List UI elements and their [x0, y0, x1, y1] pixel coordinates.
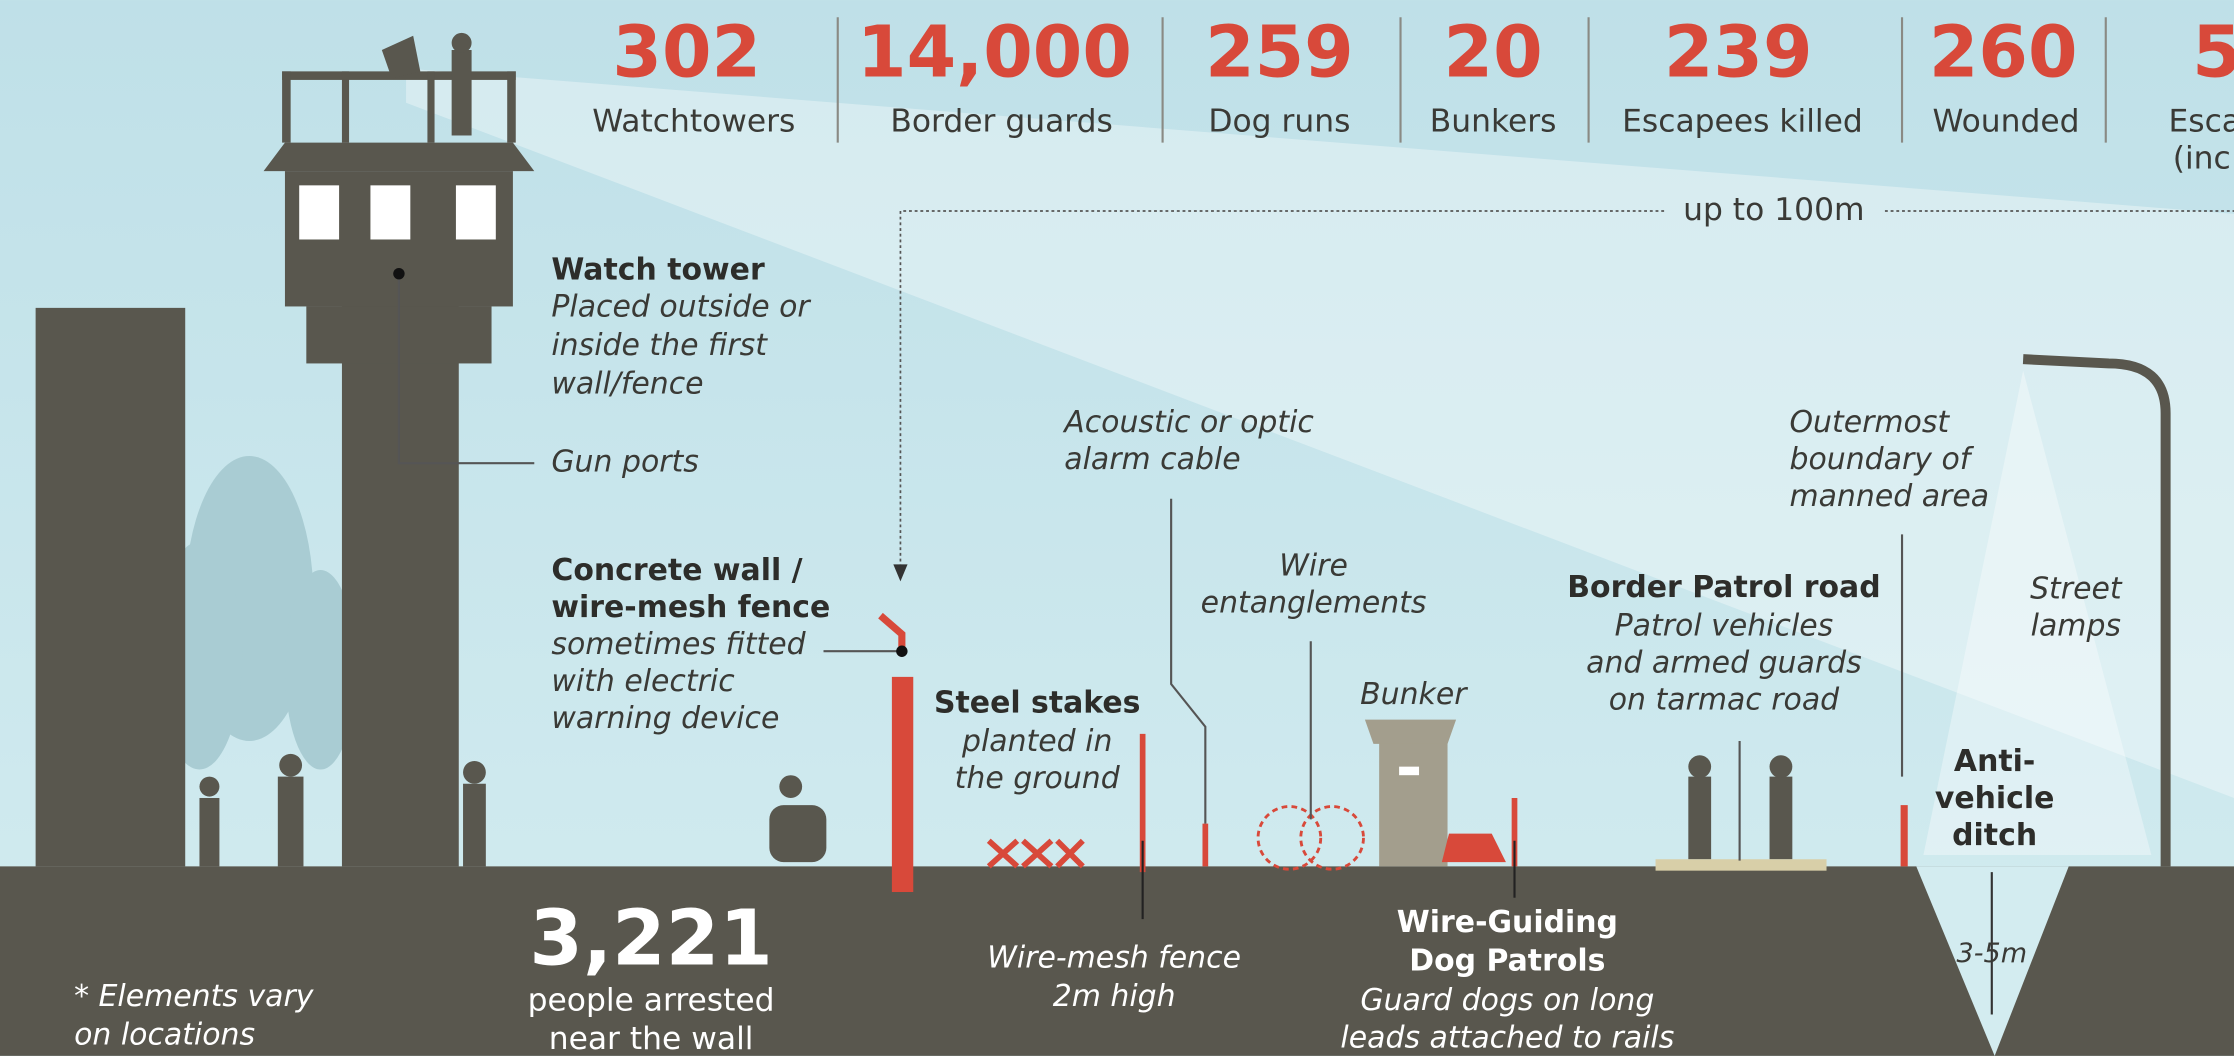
label-text: wall/fence: [551, 366, 703, 401]
infographic: 302 Watchtowers 14,000 Border guards 259…: [0, 0, 2234, 1056]
footnote: on locations: [74, 1017, 255, 1052]
label-text: entanglements: [1201, 586, 1427, 621]
label-text: Patrol vehicles: [1615, 609, 1834, 644]
span-label: up to 100m: [1683, 192, 1864, 228]
tower-windows: [299, 185, 496, 239]
stat-label: Wounded: [1933, 104, 2080, 140]
label-text: near the wall: [549, 1021, 754, 1056]
label-title: Border Patrol road: [1567, 570, 1880, 605]
label-text: Bunker: [1360, 677, 1468, 712]
wall: [892, 677, 913, 892]
label-text: Street: [2030, 571, 2123, 606]
stat-value: 259: [1205, 11, 1354, 94]
label-text: Wire-mesh fence: [987, 940, 1241, 975]
page: {"stats":[ {"value":"302","label":["Watc…: [0, 0, 2234, 1056]
label-text: and armed guards: [1586, 646, 1862, 681]
stat-label: Border guards: [890, 104, 1112, 140]
label-title: Dog Patrols: [1409, 943, 1605, 978]
stat-label: Escapees killed: [1622, 104, 1863, 140]
stat-value: 260: [1929, 11, 2078, 94]
label-text: lamps: [2031, 609, 2121, 644]
label-title: Watch tower: [551, 252, 765, 287]
stat-label: Escap: [2168, 104, 2234, 140]
label-text: people arrested: [528, 983, 775, 1019]
patrol-road: [1656, 859, 1827, 870]
footnote: * Elements vary: [74, 979, 315, 1014]
label-text: 2m high: [1053, 979, 1176, 1014]
label-title: Concrete wall /: [551, 553, 802, 588]
stat-label: Bunkers: [1430, 104, 1557, 140]
label-text: inside the first: [551, 328, 768, 363]
label-text: warning device: [551, 701, 779, 736]
label-text: Wire: [1279, 549, 1348, 584]
label-title: Wire-Guiding: [1397, 905, 1618, 940]
leader-dot: [393, 268, 404, 279]
label-text: alarm cable: [1064, 442, 1240, 477]
label-title: wire-mesh fence: [551, 590, 830, 625]
label-text: on tarmac road: [1609, 683, 1840, 718]
building: [36, 308, 186, 867]
label-title: vehicle: [1935, 781, 2055, 816]
stat-value: 302: [612, 11, 761, 94]
label-text: manned area: [1789, 479, 1989, 514]
label-text: sometimes fitted: [551, 627, 806, 662]
label-text: Gun ports: [551, 445, 698, 480]
label-title: ditch: [1952, 818, 2037, 853]
bunker-slit: [1399, 767, 1419, 776]
label-text: planted in: [961, 724, 1112, 759]
leader-dot: [896, 646, 907, 657]
label-text: Placed outside or: [551, 289, 811, 324]
label-text: boundary of: [1789, 442, 1974, 477]
label-text: Guard dogs on long: [1360, 983, 1654, 1018]
label-text: 3-5m: [1957, 938, 2028, 969]
boundary-post: [1901, 805, 1908, 866]
label-text: Outermost: [1789, 405, 1950, 440]
stat-label: Dog runs: [1208, 104, 1350, 140]
label-text: leads attached to rails: [1340, 1020, 1674, 1055]
arrested-value: 3,221: [529, 894, 772, 983]
label-title: Steel stakes: [934, 685, 1141, 720]
label-text: the ground: [955, 761, 1121, 796]
stat-label: Watchtowers: [592, 104, 795, 140]
stat-value: 20: [1444, 11, 1543, 94]
label-title: Anti-: [1954, 744, 2035, 779]
stat-value: 14,000: [857, 11, 1132, 94]
label-text: Acoustic or optic: [1062, 405, 1314, 440]
stat-value: 5: [2192, 11, 2234, 94]
stat-label: (inc.: [2173, 141, 2234, 177]
label-text: with electric: [551, 664, 735, 699]
stat-value: 239: [1664, 11, 1813, 94]
